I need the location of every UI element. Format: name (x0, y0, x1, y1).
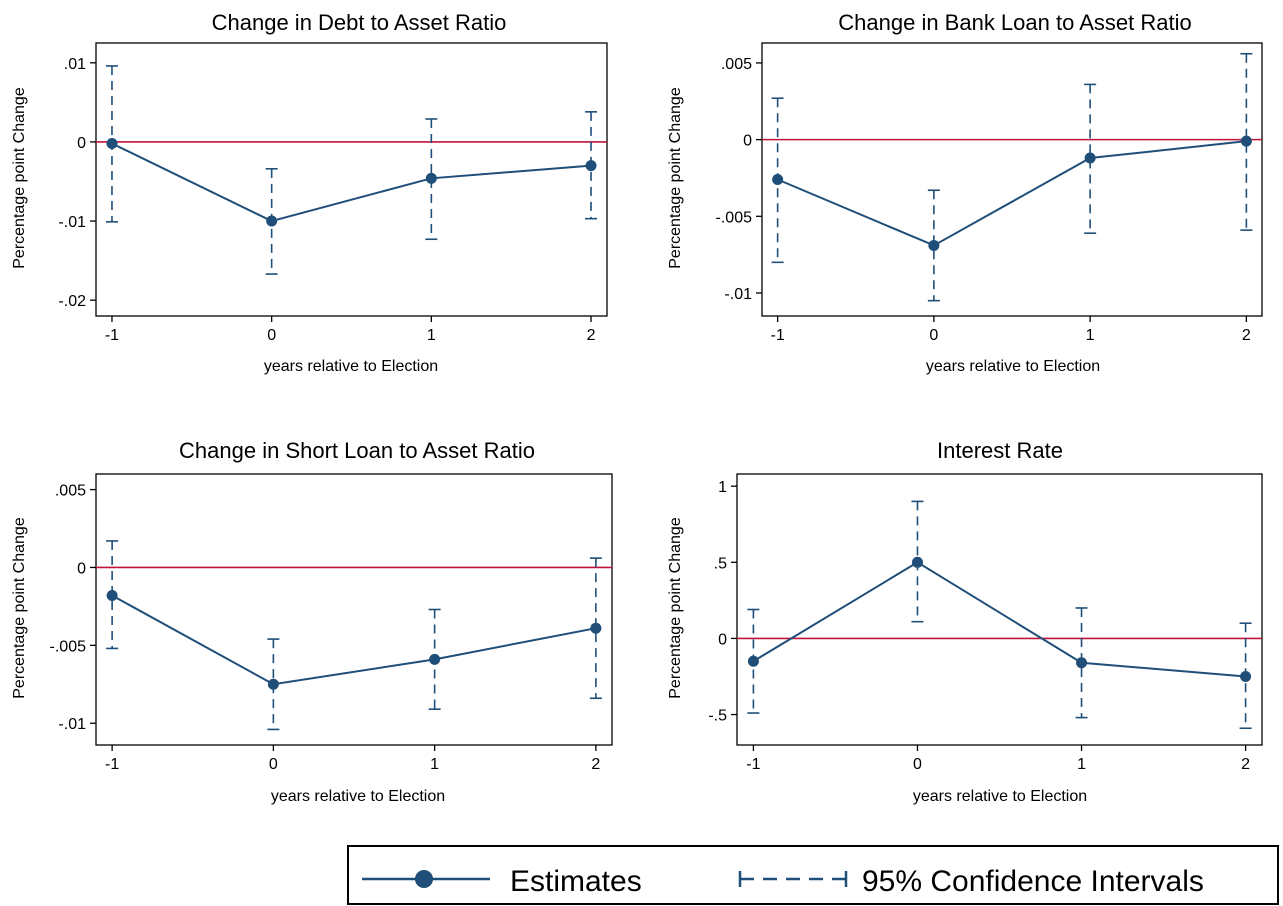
estimates-line (752, 561, 1246, 678)
x-tick-label: 0 (269, 756, 278, 773)
estimate-point (585, 160, 597, 172)
y-tick-label: .005 (55, 483, 86, 500)
plot-frame (736, 473, 1263, 746)
panel-title: Change in Debt to Asset Ratio (212, 10, 507, 35)
plot-frame (95, 42, 608, 317)
y-tick-label: 0 (77, 560, 86, 577)
x-tick-label: 0 (913, 756, 922, 773)
x-tick-label: 2 (587, 327, 596, 344)
y-tick-label: -.005 (50, 638, 87, 655)
estimate-point (425, 172, 437, 184)
y-axis-title: Percentage point Change (11, 87, 28, 269)
estimate-point (1240, 135, 1252, 147)
estimate-point (1076, 657, 1088, 669)
x-tick-label: 2 (1241, 756, 1250, 773)
legend-estimates-marker (415, 870, 433, 888)
x-tick-label: 2 (591, 756, 600, 773)
estimate-point (928, 239, 940, 251)
y-tick-label: 0 (77, 135, 86, 152)
y-tick-label: .5 (714, 555, 727, 572)
x-tick-label: -1 (771, 327, 785, 344)
x-axis-title: years relative to Election (913, 788, 1087, 805)
panel-bank-loan-to-asset: Change in Bank Loan to Asset Ratio Perce… (667, 10, 1263, 375)
estimate-point (590, 622, 602, 634)
y-axis-title: Percentage point Change (667, 517, 684, 699)
panel-title: Change in Short Loan to Asset Ratio (179, 438, 535, 463)
y-tick-label: 0 (743, 133, 752, 150)
y-tick-label: .01 (64, 56, 86, 73)
legend: Estimates 95% Confidence Intervals (347, 845, 1279, 905)
y-tick-label: -.005 (716, 209, 753, 226)
plot-frame (761, 42, 1263, 317)
estimate-point (911, 556, 923, 568)
x-tick-label: 1 (1086, 327, 1095, 344)
y-tick-label: 1 (718, 479, 727, 496)
y-axis-title: Percentage point Change (11, 517, 28, 699)
x-axis-title: years relative to Election (264, 358, 438, 375)
x-axis-title: years relative to Election (926, 358, 1100, 375)
x-tick-label: -1 (746, 756, 760, 773)
estimate-point (106, 589, 118, 601)
chart-marks: .005 0 -.005 -.01 -1 0 1 2 (716, 42, 1263, 344)
y-tick-label: -.01 (58, 716, 86, 733)
x-tick-label: 1 (427, 327, 436, 344)
estimate-point (429, 653, 441, 665)
panel-short-loan-to-asset: Change in Short Loan to Asset Ratio Perc… (11, 438, 613, 805)
estimate-point (1084, 152, 1096, 164)
legend-box (347, 845, 1279, 905)
legend-ci-label: 95% Confidence Intervals (862, 865, 1204, 898)
panel-debt-to-asset: Change in Debt to Asset Ratio Percentage… (11, 10, 608, 375)
estimates-line (777, 140, 1247, 247)
estimate-point (106, 137, 118, 149)
panel-title: Change in Bank Loan to Asset Ratio (838, 10, 1191, 35)
estimate-point (267, 678, 279, 690)
y-tick-label: .005 (721, 56, 752, 73)
x-tick-label: 2 (1242, 327, 1251, 344)
x-tick-label: 0 (267, 327, 276, 344)
x-tick-label: 1 (1077, 756, 1086, 773)
y-tick-label: -.5 (708, 708, 727, 725)
estimate-point (1240, 670, 1252, 682)
y-tick-label: -.01 (724, 286, 752, 303)
x-tick-label: 0 (929, 327, 938, 344)
x-tick-label: 1 (430, 756, 439, 773)
y-tick-label: 0 (718, 631, 727, 648)
estimate-point (772, 174, 784, 185)
estimates-line (111, 594, 597, 686)
estimates-line (111, 142, 592, 223)
estimate-point (266, 215, 278, 227)
y-axis-title: Percentage point Change (667, 87, 684, 269)
chart-marks: .01 0 -.01 -.02 -1 0 1 2 (58, 42, 608, 344)
y-tick-label: -.02 (58, 293, 86, 310)
x-tick-label: -1 (105, 327, 119, 344)
y-tick-label: -.01 (58, 214, 86, 231)
chart-marks: .005 0 -.005 -.01 -1 0 1 2 (50, 473, 613, 773)
plot-frame (95, 473, 613, 746)
chart-marks: 1 .5 0 -.5 -1 0 1 2 (708, 473, 1263, 773)
legend-estimates-label: Estimates (510, 865, 642, 898)
panel-interest-rate: Interest Rate Percentage point Change ye… (667, 438, 1263, 805)
panel-title: Interest Rate (937, 438, 1063, 463)
x-tick-label: -1 (105, 756, 119, 773)
x-axis-title: years relative to Election (271, 788, 445, 805)
estimate-point (747, 655, 759, 667)
